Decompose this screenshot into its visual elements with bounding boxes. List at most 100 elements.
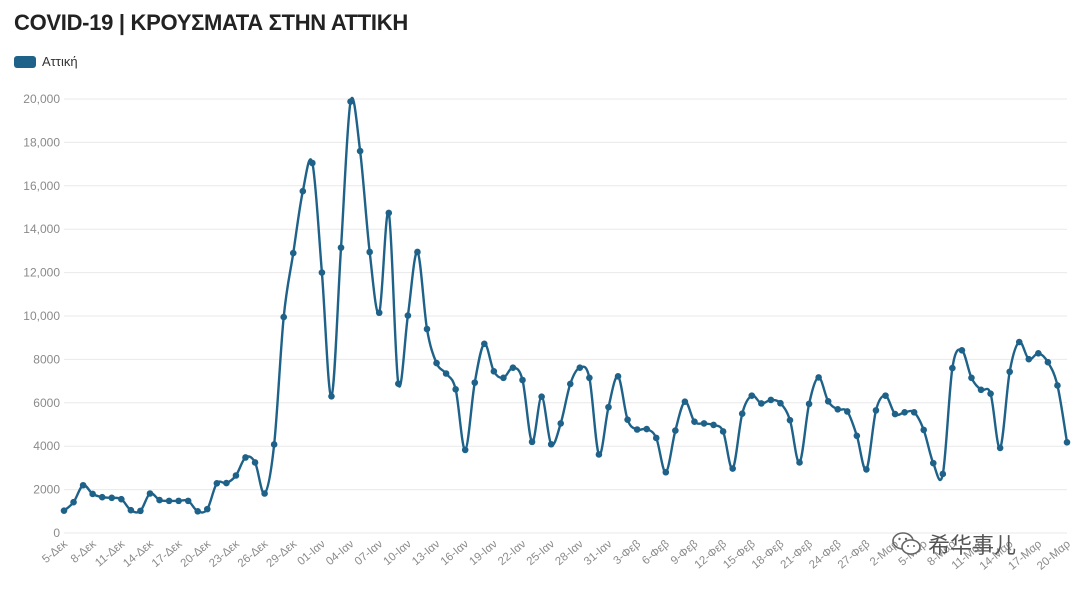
data-point (547, 440, 555, 448)
x-tick-label: 28-Ιαν (553, 538, 586, 568)
data-point (996, 444, 1004, 452)
data-point (672, 427, 679, 434)
data-point (1063, 438, 1071, 446)
data-point (528, 438, 536, 446)
data-point (805, 400, 813, 408)
x-tick-label: 29-Δεκ (265, 538, 300, 570)
data-point (863, 466, 870, 473)
x-tick-label: 27-Φεβ (836, 538, 873, 572)
data-point (729, 465, 736, 472)
data-point (824, 397, 832, 405)
data-point (1044, 358, 1052, 366)
data-point (223, 479, 230, 487)
data-point (748, 392, 756, 399)
data-point (251, 459, 259, 466)
data-point (232, 472, 240, 479)
watermark: 希华事儿 (892, 528, 1016, 560)
data-point (681, 398, 689, 406)
data-point (643, 425, 650, 433)
data-point (843, 408, 851, 415)
data-point (700, 420, 708, 427)
x-tick-label: 16-Ιαν (439, 538, 472, 568)
x-tick-label: 3-Φεβ (611, 538, 643, 567)
watermark-text: 希华事儿 (928, 533, 1017, 558)
series-points (60, 98, 1071, 515)
data-point (423, 325, 431, 333)
data-point (60, 507, 68, 514)
x-tick-label: 23-Δεκ (207, 538, 242, 570)
data-point (347, 98, 354, 105)
data-point (213, 480, 221, 487)
data-point (127, 506, 135, 514)
data-point (538, 393, 545, 401)
grid-lines (64, 98, 1067, 534)
data-point (853, 432, 861, 440)
x-tick-label: 5-Δεκ (40, 538, 70, 566)
data-point (891, 410, 899, 418)
data-point (901, 409, 908, 416)
data-point (1006, 368, 1013, 376)
legend[interactable]: Αττική (14, 54, 78, 69)
data-point (652, 434, 660, 442)
data-point (289, 249, 297, 257)
data-point (929, 459, 937, 467)
data-point (375, 309, 383, 317)
data-point (586, 374, 593, 382)
data-point (184, 497, 192, 505)
data-point (156, 496, 163, 504)
data-point (194, 508, 202, 515)
data-point (337, 244, 345, 251)
data-point (786, 416, 794, 424)
data-point (1025, 355, 1033, 363)
x-tick-label: 11-Δεκ (93, 538, 127, 569)
data-point (519, 376, 526, 384)
data-point (968, 374, 975, 382)
x-tick-label: 6-Φεβ (640, 538, 672, 567)
data-point (70, 498, 77, 506)
data-point (815, 374, 822, 381)
data-point (490, 368, 498, 375)
data-point (872, 407, 880, 414)
y-tick-label: 10,000 (23, 309, 60, 323)
data-point (261, 490, 268, 497)
x-tick-label: 07-Ιαν (353, 538, 386, 568)
data-point (442, 370, 450, 377)
data-point (710, 421, 717, 429)
data-point (471, 379, 479, 386)
data-point (318, 269, 326, 276)
data-point (624, 416, 631, 424)
data-point (1015, 338, 1023, 346)
x-tick-label: 20-Δεκ (179, 538, 214, 570)
y-tick-label: 4000 (33, 439, 60, 453)
legend-label: Αττική (42, 54, 78, 69)
x-tick-label: 25-Ιαν (525, 538, 558, 568)
y-tick-label: 8000 (33, 352, 60, 366)
data-point (481, 340, 488, 348)
x-tick-label: 04-Ιαν (324, 538, 357, 568)
data-point (461, 446, 469, 454)
x-tick-label: 20-Μαρ (1035, 538, 1073, 573)
data-point (414, 248, 421, 256)
y-tick-label: 16,000 (23, 179, 60, 193)
data-point (1054, 382, 1061, 389)
x-tick-label: 01-Ιαν (295, 538, 328, 568)
data-point (175, 497, 182, 505)
data-point (691, 418, 698, 425)
data-point (958, 346, 966, 354)
data-point (949, 364, 956, 372)
data-point (299, 187, 307, 195)
data-point (509, 364, 517, 371)
data-point (633, 426, 641, 433)
data-point (758, 400, 765, 407)
legend-swatch (14, 55, 36, 68)
data-point (79, 481, 87, 489)
data-point (309, 159, 316, 167)
data-point (452, 386, 459, 393)
y-tick-label: 20,000 (23, 92, 60, 106)
y-tick-label: 0 (53, 526, 60, 540)
data-point (595, 451, 603, 458)
data-point (203, 505, 211, 513)
data-point (89, 490, 96, 498)
data-point (614, 373, 622, 380)
